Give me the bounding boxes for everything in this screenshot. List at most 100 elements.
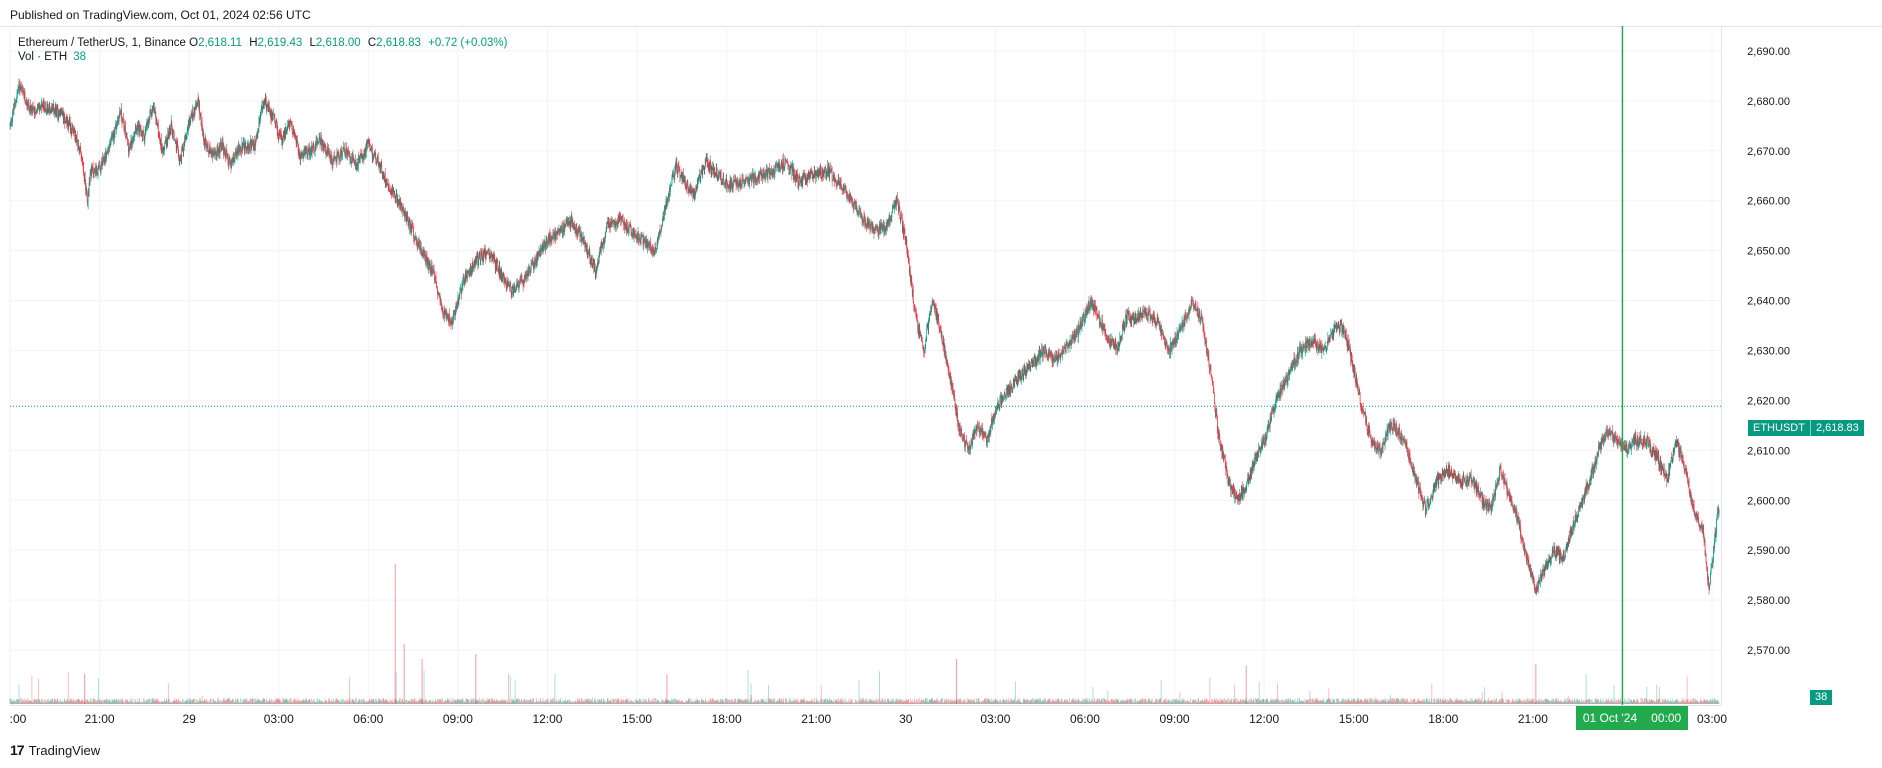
volume-bar (54, 698, 56, 704)
candle-body (317, 141, 319, 143)
volume-bar (256, 701, 258, 704)
volume-bar (869, 698, 870, 704)
volume-bar (344, 702, 346, 704)
volume-bar (1660, 700, 1662, 704)
volume-bar (1575, 700, 1577, 704)
candle-body (365, 147, 367, 153)
x-tick-label: 03:00 (264, 712, 294, 726)
volume-bar (1603, 702, 1605, 704)
volume-bar (612, 700, 614, 704)
volume-bar (948, 701, 949, 704)
volume-bar (410, 698, 412, 704)
volume-bar (571, 702, 572, 704)
volume-bar (1142, 701, 1144, 704)
volume-bar (1442, 700, 1444, 704)
volume-bar (253, 702, 254, 704)
symbol-name[interactable]: Ethereum / TetherUS, 1, Binance (18, 37, 186, 49)
volume-bar (1239, 699, 1241, 704)
volume-bar (712, 698, 714, 704)
candle-body (360, 154, 361, 159)
volume-bar (296, 700, 298, 704)
volume-bar (1375, 698, 1376, 704)
candle-body (227, 155, 228, 158)
volume-bar (1298, 702, 1299, 704)
volume-bar (882, 698, 883, 704)
candle-body (204, 138, 205, 148)
volume-bar (233, 699, 234, 704)
candle-body (170, 124, 172, 131)
volume-bar (831, 700, 833, 704)
volume-bar (1629, 702, 1631, 704)
volume-bar (607, 698, 609, 704)
volume-bar (557, 702, 558, 704)
volume-bar (1272, 700, 1273, 704)
volume-bar (1504, 702, 1506, 704)
candles (9, 78, 1720, 596)
volume-bar (425, 699, 426, 704)
volume-bar (780, 702, 781, 704)
volume-bar (790, 700, 792, 704)
volume-bar (681, 701, 683, 704)
volume-bar (182, 698, 184, 704)
volume-bar (376, 700, 378, 704)
volume-bar (1089, 701, 1091, 704)
candle-body (131, 136, 133, 147)
volume-bar (110, 701, 111, 704)
volume-bar (486, 702, 488, 704)
volume-bar (1368, 701, 1369, 704)
volume-bar (611, 698, 613, 704)
candle-body (150, 109, 152, 113)
volume-bar (1698, 702, 1700, 704)
volume-bar (1188, 700, 1190, 704)
volume-bar (707, 701, 709, 704)
volume-bar (1616, 702, 1618, 704)
volume-bar (1224, 702, 1226, 704)
candle-body (229, 157, 231, 162)
volume-bar (1126, 698, 1128, 704)
volume-bar (1646, 701, 1648, 704)
volume-bar (1212, 702, 1214, 704)
volume-bar (242, 702, 244, 704)
volume-bar (686, 701, 688, 704)
volume-bar (1074, 700, 1075, 704)
volume-bar (795, 699, 797, 704)
volume-bar (214, 701, 215, 704)
volume-bar (1625, 702, 1627, 704)
volume-bar (287, 700, 289, 704)
volume-bar (1356, 698, 1358, 704)
volume-bar (1443, 700, 1445, 704)
volume-bar (726, 698, 727, 704)
volume-bar (1328, 698, 1330, 704)
volume-bar (1654, 701, 1656, 704)
volume-bar (942, 702, 944, 704)
volume-bar (511, 699, 513, 704)
volume-bar (1271, 700, 1272, 704)
volume-bar (334, 702, 336, 704)
volume-bar (793, 700, 795, 704)
volume-bar (144, 699, 145, 704)
volume-bar (1015, 702, 1017, 704)
volume-bar (778, 699, 780, 704)
volume-bar (1104, 698, 1106, 704)
candle-body (15, 101, 17, 103)
volume-label[interactable]: Vol · ETH (18, 51, 68, 63)
volume-bar (1140, 698, 1142, 704)
price-chart[interactable]: 2,570.002,580.002,590.002,600.002,610.00… (0, 0, 1882, 740)
volume-bar (1203, 700, 1205, 704)
volume-bar (926, 701, 928, 704)
candle-body (162, 152, 164, 154)
volume-bar (163, 698, 165, 704)
volume-bar (23, 702, 25, 704)
candle-body (76, 136, 78, 143)
volume-bar (687, 700, 689, 704)
volume-bar (118, 698, 119, 704)
volume-bar (788, 700, 790, 704)
candle-body (136, 130, 137, 132)
volume-bar (994, 701, 995, 704)
candle-body (250, 140, 251, 151)
volume-bar (196, 702, 198, 704)
candle-body (246, 148, 248, 150)
volume-bar (1117, 700, 1119, 704)
volume-bar (1471, 700, 1473, 704)
volume-bar (165, 699, 167, 704)
